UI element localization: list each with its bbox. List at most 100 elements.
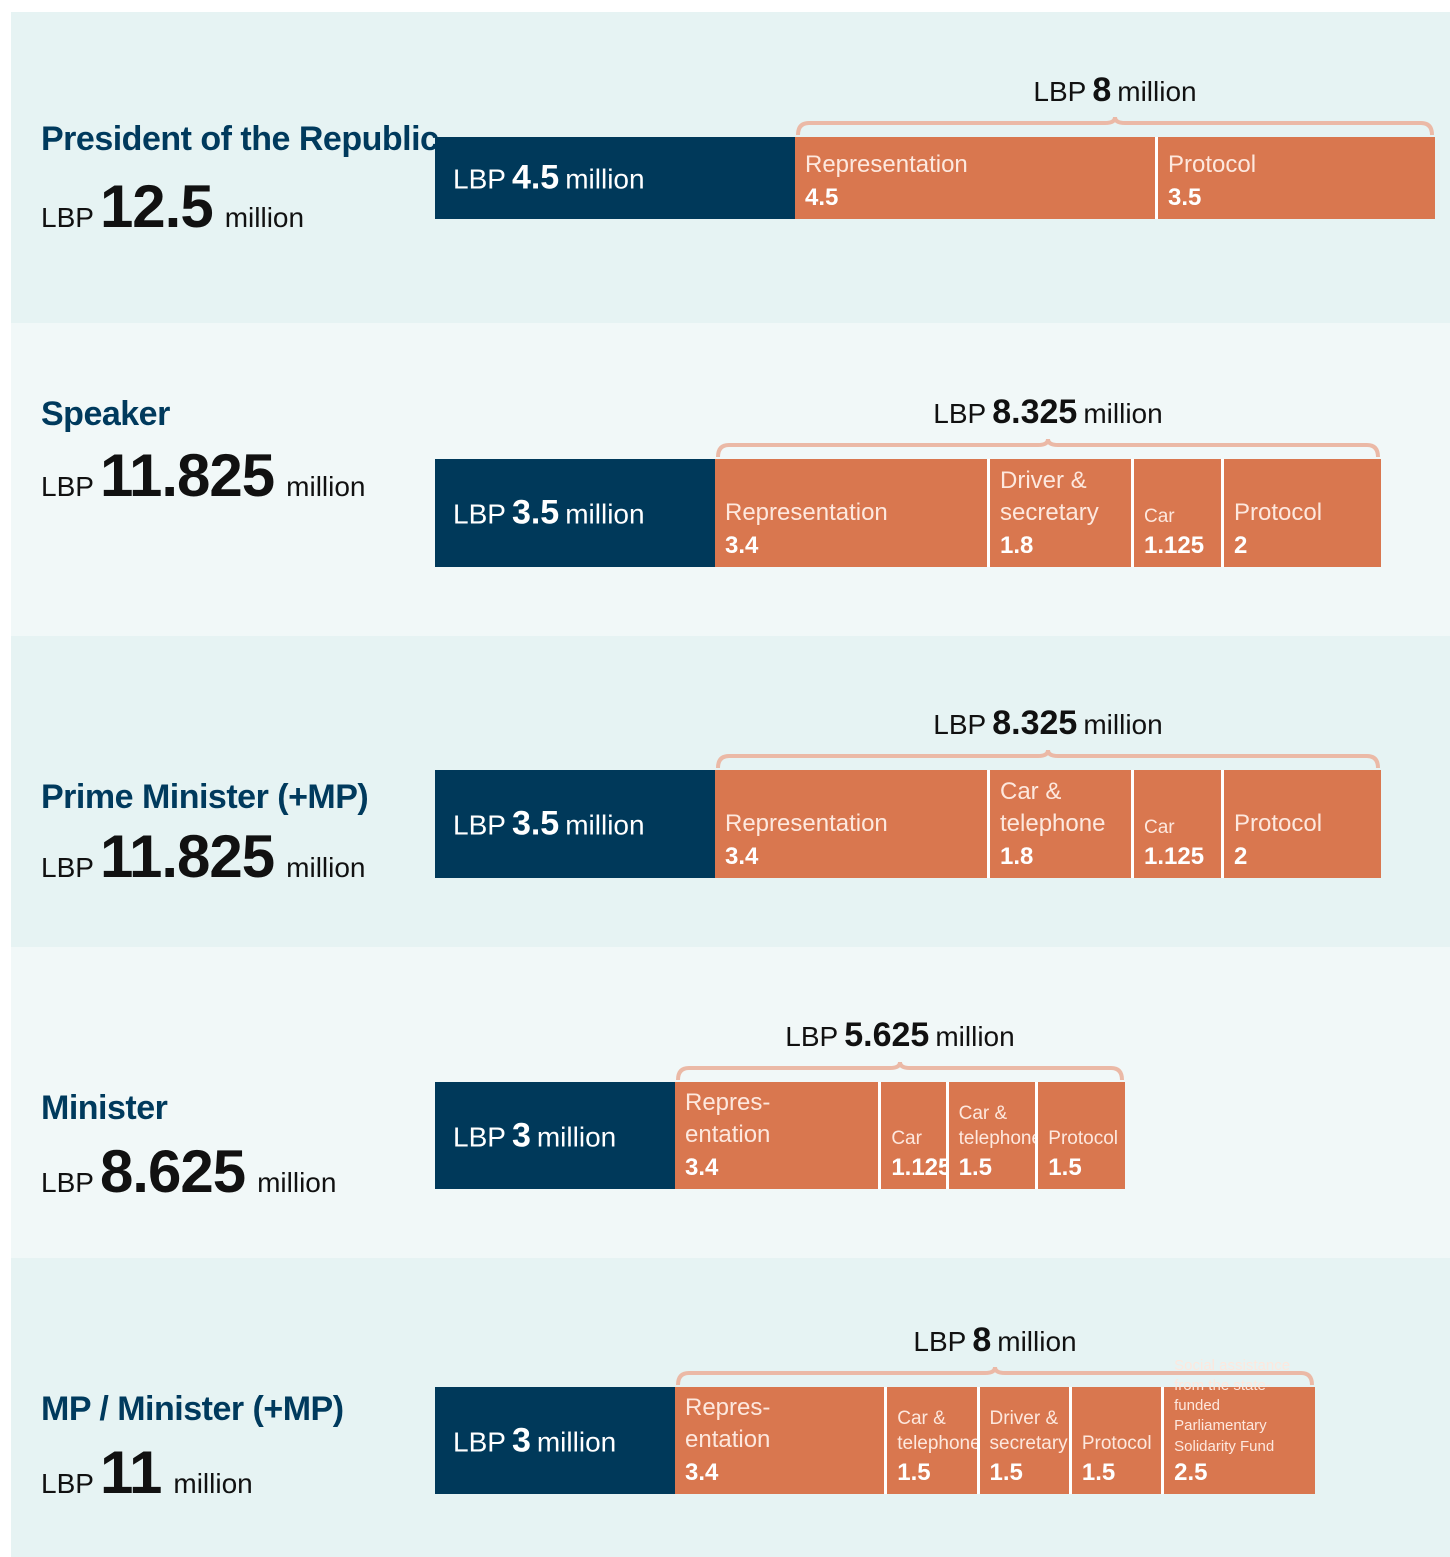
segment-name: Protocol	[1048, 1128, 1118, 1150]
subtotal-value: 5.625	[844, 1016, 930, 1054]
currency: LBP	[41, 202, 94, 233]
segment-value: 2	[1234, 531, 1248, 559]
segment: Representation 3.4	[715, 770, 987, 878]
subtotal-label: LBP 8.325 million	[933, 704, 1162, 743]
segment: Car 1.125	[878, 1082, 951, 1189]
total-value: 11	[99, 1439, 162, 1506]
segment-name: Representation	[805, 151, 968, 179]
unit: million	[173, 1468, 253, 1499]
segment-name: Representation	[725, 810, 888, 838]
segment-name: Car & telephone	[897, 1407, 981, 1455]
segment-name: Repres- entation	[685, 1394, 771, 1454]
segment-value: 3.4	[685, 1153, 719, 1181]
total: LBP 11 million	[41, 1438, 253, 1507]
segment: Driver & secretary 1.5	[976, 1387, 1069, 1494]
subtotal-label: LBP 8.325 million	[933, 393, 1162, 432]
total-value: 11.825	[99, 823, 275, 890]
segment-name: Driver & secretary	[989, 1407, 1068, 1455]
segment-label: Representation 4.5	[805, 149, 1153, 213]
base-bar: LBP 3 million	[435, 1082, 675, 1189]
segment-name: Car	[1144, 817, 1175, 839]
bracket	[796, 116, 1434, 136]
segment-value: 1.125	[1144, 531, 1205, 559]
segment-label: Car 1.125	[891, 1126, 951, 1183]
unit: million	[997, 1326, 1077, 1357]
unit: million	[536, 1121, 617, 1152]
unit: million	[286, 471, 366, 502]
segment: Social assistance from the state-funded …	[1161, 1357, 1315, 1494]
segment-name: Protocol	[1234, 499, 1323, 527]
segment-value: 1.5	[1081, 1458, 1116, 1486]
segment-value: 1.125	[1144, 842, 1205, 870]
segment-name: Repres- entation	[685, 1089, 771, 1149]
subtotal-label: LBP 8 million	[913, 1321, 1076, 1360]
currency: LBP	[1033, 76, 1087, 107]
segment: Representation 3.4	[715, 459, 987, 567]
base-bar: LBP 3.5 million	[435, 770, 715, 878]
row-title: President of the Republic	[41, 120, 439, 158]
unit: million	[565, 498, 645, 530]
segment-label: Protocol 1.5	[1082, 1431, 1159, 1488]
base-label: LBP 3.5 million	[453, 805, 645, 844]
row-title: Speaker	[41, 395, 170, 433]
subtotal-value: 8.325	[992, 393, 1078, 431]
base-value: 3	[511, 1421, 531, 1459]
total: LBP 11.825 million	[41, 822, 366, 891]
currency: LBP	[785, 1021, 839, 1052]
segment: Car & telephone 1.5	[884, 1387, 981, 1494]
bracket	[716, 438, 1380, 458]
segment-label: Driver & secretary 1.5	[989, 1406, 1068, 1488]
segment-name: Car	[891, 1128, 922, 1150]
row-title: Minister	[41, 1089, 168, 1127]
total: LBP 8.625 million	[41, 1137, 336, 1206]
subtotal-label: LBP 5.625 million	[785, 1016, 1014, 1055]
total: LBP 11.825 million	[41, 441, 366, 510]
base-value: 3	[511, 1116, 531, 1154]
segment-name: Protocol	[1234, 810, 1323, 838]
currency: LBP	[453, 498, 506, 530]
segment: Driver & secretary 1.8	[987, 459, 1131, 567]
currency: LBP	[933, 398, 987, 429]
bracket	[716, 749, 1380, 769]
subtotal-value: 8.325	[992, 704, 1078, 742]
segment-label: Representation 3.4	[725, 808, 985, 872]
segment-name: Driver & secretary	[1000, 467, 1099, 527]
segment-value: 3.4	[725, 842, 759, 870]
segment-label: Protocol 3.5	[1168, 149, 1433, 213]
segment-value: 2.5	[1174, 1458, 1208, 1486]
panel: Speaker LBP 11.825 million LBP 3.5 million LBP 8…	[11, 323, 1450, 636]
segment-label: Protocol 1.5	[1048, 1126, 1123, 1183]
currency: LBP	[41, 471, 94, 502]
currency: LBP	[933, 709, 987, 740]
panel: MP / Minister (+MP) LBP 11 million LBP 3 milli…	[11, 1258, 1450, 1557]
base-bar: LBP 3 million	[435, 1387, 675, 1494]
segment-value: 3.5	[1168, 183, 1202, 211]
segment-name: Car & telephone	[958, 1102, 1043, 1150]
segment-label: Car & telephone 1.5	[897, 1406, 981, 1488]
currency: LBP	[41, 852, 94, 883]
segment-name: Car	[1144, 506, 1175, 528]
segment-label: Social assistance from the state-funded …	[1174, 1356, 1313, 1488]
segment-label: Car 1.125	[1144, 504, 1219, 561]
segment: Car & telephone 1.5	[945, 1082, 1043, 1189]
base-label: LBP 3 million	[453, 1421, 616, 1460]
segment: Car 1.125	[1131, 770, 1221, 878]
currency: LBP	[453, 1426, 506, 1457]
segment: Repres- entation 3.4	[675, 1387, 885, 1494]
panel: President of the Republic LBP 12.5 million L…	[11, 12, 1450, 323]
base-label: LBP 3 million	[453, 1116, 616, 1155]
subtotal-label: LBP 8 million	[1033, 71, 1196, 110]
segment-label: Car & telephone 1.8	[1000, 776, 1129, 872]
base-label: LBP 3.5 million	[453, 494, 645, 533]
segment: Car 1.125	[1131, 459, 1221, 567]
unit: million	[1083, 709, 1163, 740]
segment-value: 1.8	[1000, 531, 1034, 559]
currency: LBP	[453, 1121, 506, 1152]
bracket	[676, 1366, 1314, 1386]
subtotal-value: 8	[972, 1321, 992, 1359]
bracket	[676, 1061, 1124, 1081]
segment-label: Car 1.125	[1144, 815, 1219, 872]
unit: million	[536, 1426, 617, 1457]
segment-value: 1.5	[958, 1153, 992, 1181]
